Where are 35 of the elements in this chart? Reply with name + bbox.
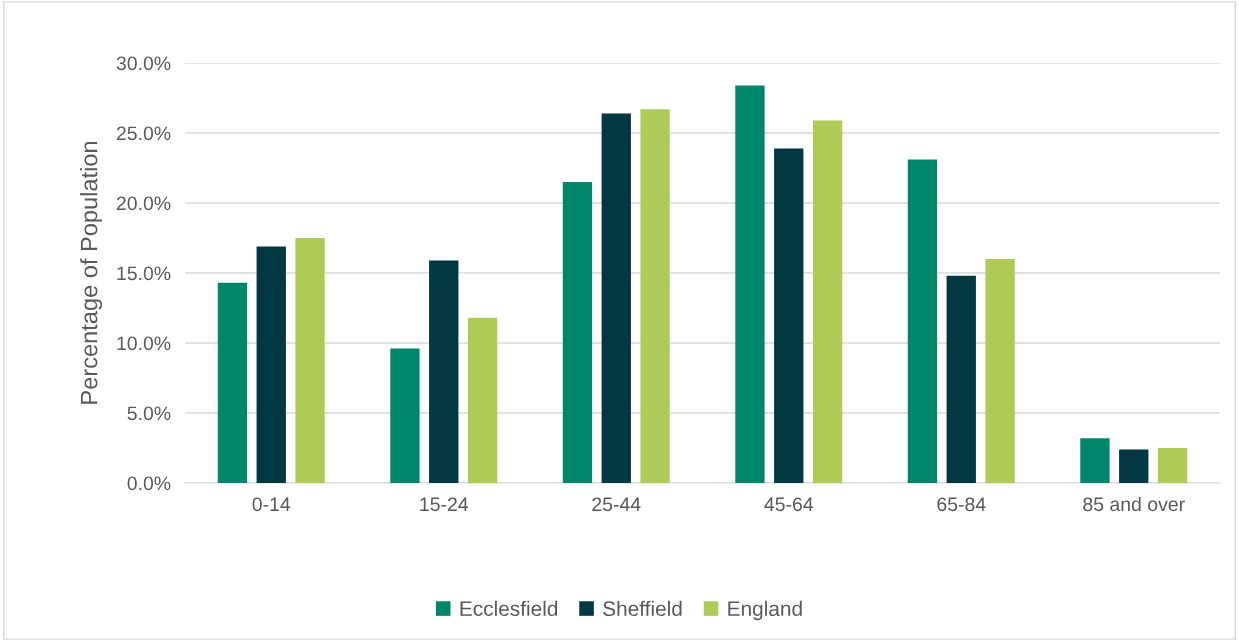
y-axis-title: Percentage of Population (80, 141, 103, 404)
x-tick-label: 85 and over (1083, 496, 1185, 512)
legend-label: Sheffield (603, 600, 682, 617)
x-tick-label: 15-24 (420, 497, 469, 512)
bar (562, 182, 593, 483)
bar (812, 120, 843, 483)
bar (1119, 449, 1149, 483)
y-tick-label: 10.0% (117, 336, 171, 351)
y-tick-label: 25.0% (116, 126, 171, 141)
y-tick-label: 20.0% (116, 196, 171, 211)
bar (946, 275, 976, 483)
bar (1080, 438, 1110, 483)
bar (295, 238, 325, 483)
bar (774, 148, 804, 483)
bar (429, 260, 459, 483)
x-tick-label: 25-44 (592, 497, 641, 512)
x-tick-label: 0-14 (252, 497, 291, 512)
bar (467, 317, 498, 483)
bar (217, 282, 248, 483)
legend-label: England (728, 600, 802, 621)
bar (735, 85, 765, 483)
y-tick-label: 0.0% (127, 476, 171, 491)
bar (1157, 448, 1188, 483)
bar (390, 348, 420, 483)
bar (640, 109, 670, 483)
bar (985, 259, 1015, 483)
y-tick-label: 30.0% (116, 56, 171, 71)
x-tick-label: 45-64 (764, 497, 814, 512)
bar (907, 159, 938, 483)
y-tick-label: 15.0% (117, 266, 171, 281)
y-tick-label: 5.0% (127, 406, 171, 421)
bar (601, 113, 631, 483)
legend-label: Ecclesfield (460, 600, 558, 617)
bar (256, 246, 286, 483)
x-tick-label: 65-84 (937, 497, 986, 512)
